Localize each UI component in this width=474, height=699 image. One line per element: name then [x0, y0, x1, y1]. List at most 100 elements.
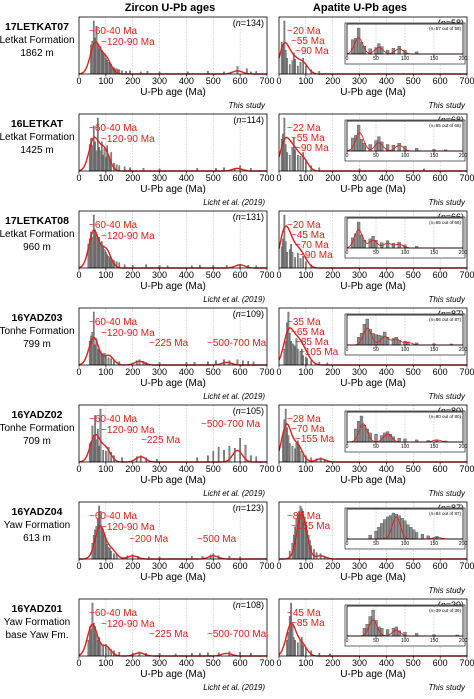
x-axis-label: U-Pb age (Ma): [140, 572, 206, 583]
age-annotation: ~60-40 Ma: [89, 26, 138, 37]
histogram-bar: [102, 52, 104, 75]
data-source-label: This study: [429, 392, 466, 401]
histogram-bar: [298, 445, 300, 463]
age-annotation: ~155 Ma: [291, 521, 331, 532]
histogram-bar: [359, 139, 364, 152]
x-axis-label: U-Pb age (Ma): [340, 281, 406, 292]
x-tick-label: 300: [352, 76, 367, 86]
histogram-bar: [207, 455, 209, 463]
histogram-bar: [110, 358, 113, 366]
histogram-bar: [286, 251, 288, 269]
sample-size-label: (n=123): [233, 503, 264, 513]
plot-frame: [278, 210, 468, 269]
histogram-bar: [391, 243, 396, 249]
x-tick-label: 300: [152, 173, 167, 183]
histogram-bar: [95, 150, 98, 172]
histogram-bar: [299, 62, 302, 75]
sample-labels: 17LETKAT07 Letkat Formation 1862 m 16LETKAT…: [0, 21, 75, 641]
x-tick-label: 200: [459, 153, 468, 159]
histogram-bar: [98, 48, 100, 75]
histogram-bar: [291, 343, 294, 366]
plot-frame: [278, 307, 468, 366]
x-tick-label: 400: [179, 76, 194, 86]
histogram-bar: [290, 243, 292, 269]
x-tick-label: 300: [152, 464, 167, 474]
zircon-panel: 0 100 200 300 400 500 600 700 (n=114) U-Pb age (M…: [76, 113, 275, 207]
age-annotation: ~500-700 Ma: [207, 629, 267, 640]
histogram-bar: [403, 438, 407, 443]
x-tick-label: 0: [346, 153, 349, 159]
age-annotation: ~60-40 Ma: [89, 317, 138, 328]
histogram-bar: [287, 632, 290, 657]
x-axis-label: U-Pb age (Ma): [340, 378, 406, 389]
histogram-bar: [283, 214, 286, 269]
x-tick-label: 600: [433, 367, 448, 377]
histogram-bar: [113, 553, 115, 560]
x-tick-label: 600: [433, 270, 448, 280]
x-tick-label: 50: [373, 347, 379, 353]
histogram-bar: [294, 257, 296, 269]
x-tick-label: 400: [379, 464, 394, 474]
histogram-bar: [296, 154, 299, 172]
x-tick-label: 400: [379, 367, 394, 377]
x-tick-label: 100: [401, 444, 410, 450]
inset-note: (n=86 out of 87): [429, 317, 461, 322]
age-annotation: ~85 Ma: [295, 337, 329, 348]
inset-note: (n=84 out of 87): [429, 511, 461, 516]
x-tick-label: 100: [98, 464, 113, 474]
histogram-bar: [96, 639, 99, 657]
x-tick-label: 50: [373, 444, 379, 450]
x-tick-label: 400: [379, 561, 394, 571]
histogram-bar: [107, 256, 110, 269]
formation-name: Yaw Formation: [4, 520, 71, 531]
x-tick-label: 150: [430, 153, 439, 159]
histogram-bar: [96, 43, 99, 75]
histogram-bar: [305, 356, 307, 366]
x-tick-label: 200: [125, 658, 140, 668]
x-tick-label: 500: [206, 76, 221, 86]
histogram-bar: [92, 622, 95, 657]
histogram-bar: [368, 534, 372, 540]
age-annotation: ~45 Ma: [291, 230, 325, 241]
histogram-panels: 0 100 200 300 400 500 600 700(n=134)U-Pb age (M…: [76, 16, 474, 692]
x-tick-label: 200: [459, 250, 468, 256]
age-annotation: ~225 Ma: [141, 435, 181, 446]
histogram-bar: [91, 425, 94, 463]
sample-elevation: 960 m: [23, 242, 51, 253]
x-tick-label: 700: [259, 173, 274, 183]
x-tick-label: 300: [352, 464, 367, 474]
histogram-bar: [288, 64, 291, 75]
zircon-panel: 0 100 200 300 400 500 600 700 (n=108) U-Pb age (M…: [76, 598, 275, 692]
x-tick-label: 600: [233, 658, 248, 668]
histogram-bar: [106, 544, 109, 560]
histogram-bar: [109, 548, 111, 560]
histogram-bar: [110, 550, 113, 560]
x-tick-label: 500: [406, 367, 421, 377]
histogram-bar: [377, 136, 381, 152]
histogram-bar: [106, 254, 109, 269]
histogram-bar: [377, 43, 381, 55]
age-annotation: ~35 Ma: [287, 317, 321, 328]
x-tick-label: 500: [206, 464, 221, 474]
zircon-panel: 0 100 200 300 400 500 600 700 (n=105) U-Pb age (M…: [76, 404, 275, 498]
x-tick-label: 100: [401, 56, 410, 62]
histogram-bar: [91, 237, 94, 269]
histogram-bar: [290, 340, 292, 366]
x-tick-label: 100: [298, 561, 313, 571]
histogram-bar: [283, 348, 286, 366]
x-tick-label: 700: [459, 173, 474, 183]
histogram-bar: [291, 251, 294, 269]
x-tick-label: 500: [406, 270, 421, 280]
x-tick-label: 0: [76, 76, 81, 86]
x-axis-label: U-Pb age (Ma): [140, 87, 206, 98]
age-annotation: ~120-90 Ma: [101, 619, 155, 630]
histogram-bar: [91, 145, 94, 172]
histogram-bar: [95, 439, 98, 463]
age-annotation: ~20 Ma: [287, 26, 321, 37]
histogram-bar: [283, 117, 286, 172]
histogram-bar: [95, 234, 98, 269]
x-tick-label: 600: [233, 173, 248, 183]
x-tick-label: 50: [373, 56, 379, 62]
